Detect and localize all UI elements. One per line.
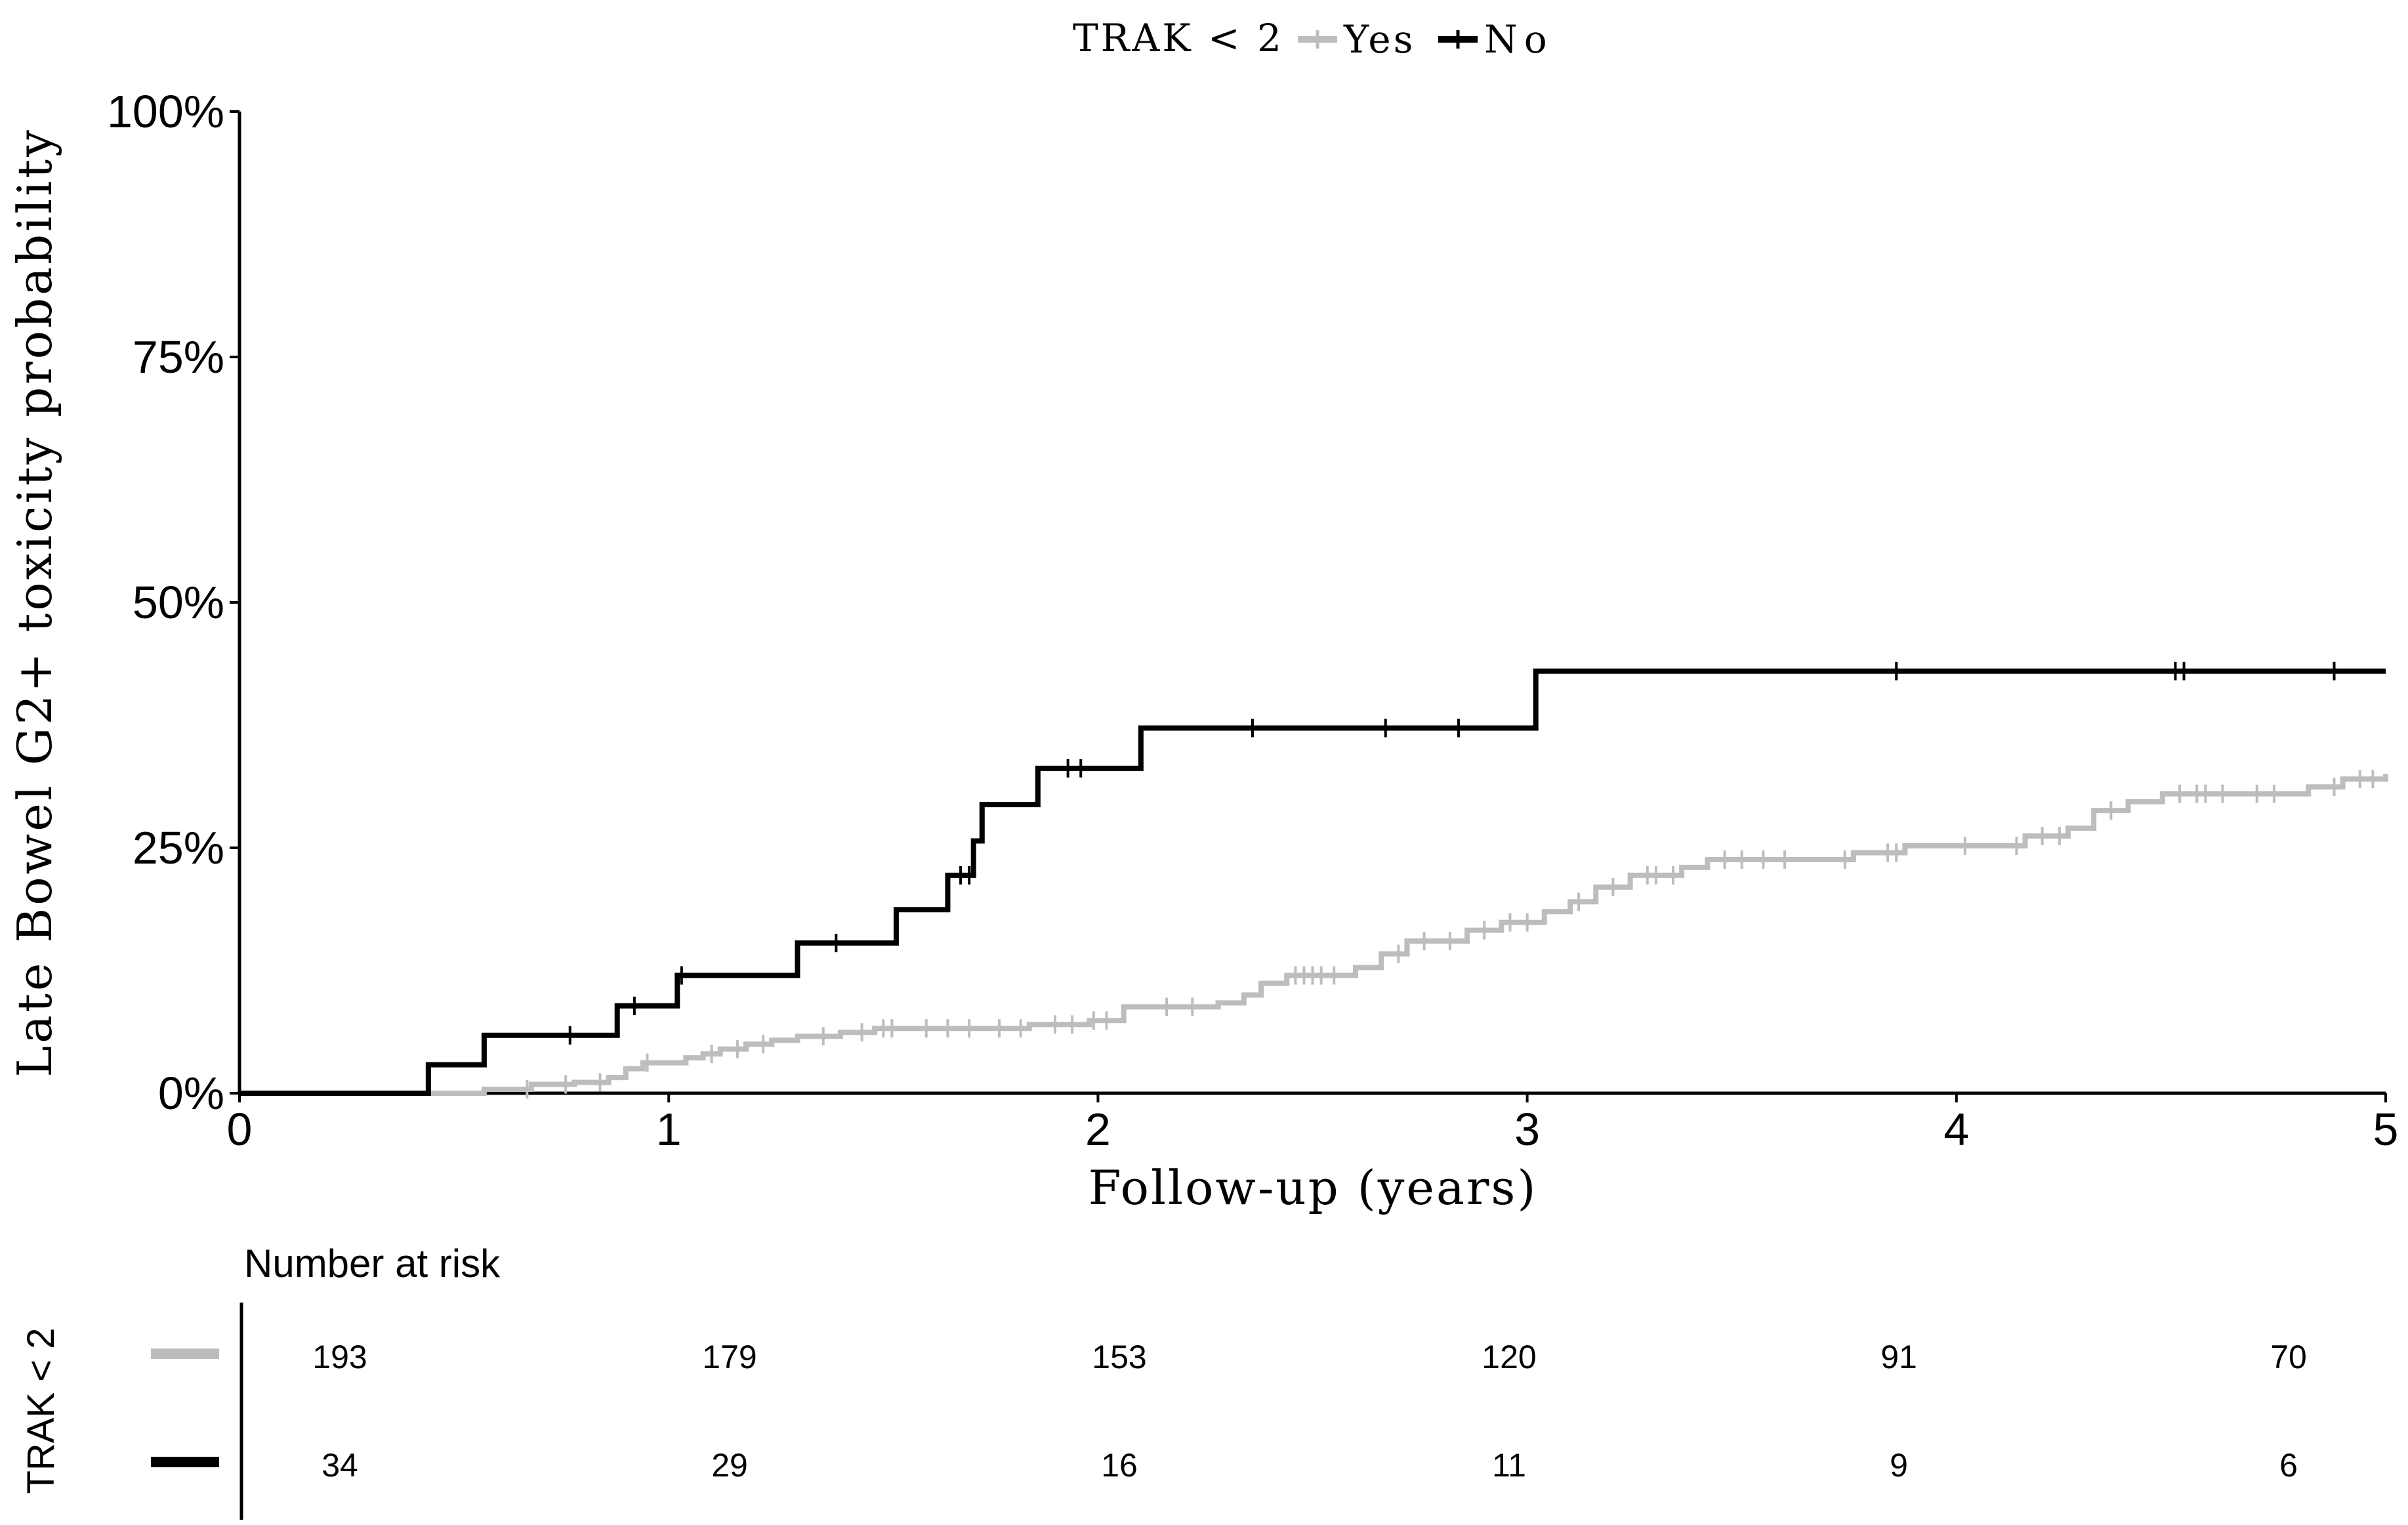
legend-title: TRAK < 2 [1073,16,1284,60]
risk-rows: 193 179 153 120 91 70 34 29 16 11 9 6 [151,1339,2307,1484]
y-axis-label: Late Bowel G2+ toxicity probability [7,127,62,1077]
x-ticks: 0 1 2 3 4 5 [227,1093,2399,1155]
risk-count-yes: 153 [1092,1339,1146,1375]
x-tick-label: 0 [227,1104,253,1155]
risk-count-no: 34 [322,1447,358,1484]
series-layer [239,661,2388,1099]
series-line-yes [239,774,2388,1096]
risk-count-yes: 91 [1880,1339,1917,1375]
y-ticks: 0% 25% 50% 75% 100% [107,86,239,1119]
risk-count-no: 16 [1101,1447,1138,1484]
risk-table-group-label: TRAK < 2 [20,1327,62,1494]
risk-table: Number at risk TRAK < 2 193 179 153 120 91 70… [20,1242,2307,1520]
axes: 0% 25% 50% 75% 100% 0 1 2 3 4 5 [107,86,2399,1155]
series-line-no [239,668,2386,1096]
x-tick-label: 3 [1514,1104,1540,1155]
y-tick-label: 50% [133,577,224,628]
legend-label-yes: Yes [1343,17,1415,62]
x-tick-label: 2 [1085,1104,1111,1155]
y-tick-label: 0% [158,1068,224,1119]
risk-count-no: 9 [1890,1447,1908,1484]
x-axis-label: Follow-up (years) [1089,1160,1538,1215]
x-tick-label: 4 [1943,1104,1969,1155]
risk-count-yes: 179 [702,1339,757,1375]
risk-table-title: Number at risk [244,1242,501,1285]
legend: TRAK < 2 Yes No [1073,16,1554,62]
legend-label-no: No [1484,17,1554,62]
risk-count-no: 29 [711,1447,748,1484]
risk-count-no: 11 [1492,1447,1526,1484]
y-tick-label: 75% [133,331,224,383]
x-tick-label: 1 [656,1104,682,1155]
y-tick-label: 100% [107,86,224,137]
risk-count-no: 6 [2279,1447,2298,1484]
risk-count-yes: 70 [2270,1339,2307,1375]
risk-count-yes: 120 [1482,1339,1536,1375]
x-tick-label: 5 [2373,1104,2399,1155]
y-tick-label: 25% [133,822,224,873]
risk-count-yes: 193 [312,1339,367,1375]
